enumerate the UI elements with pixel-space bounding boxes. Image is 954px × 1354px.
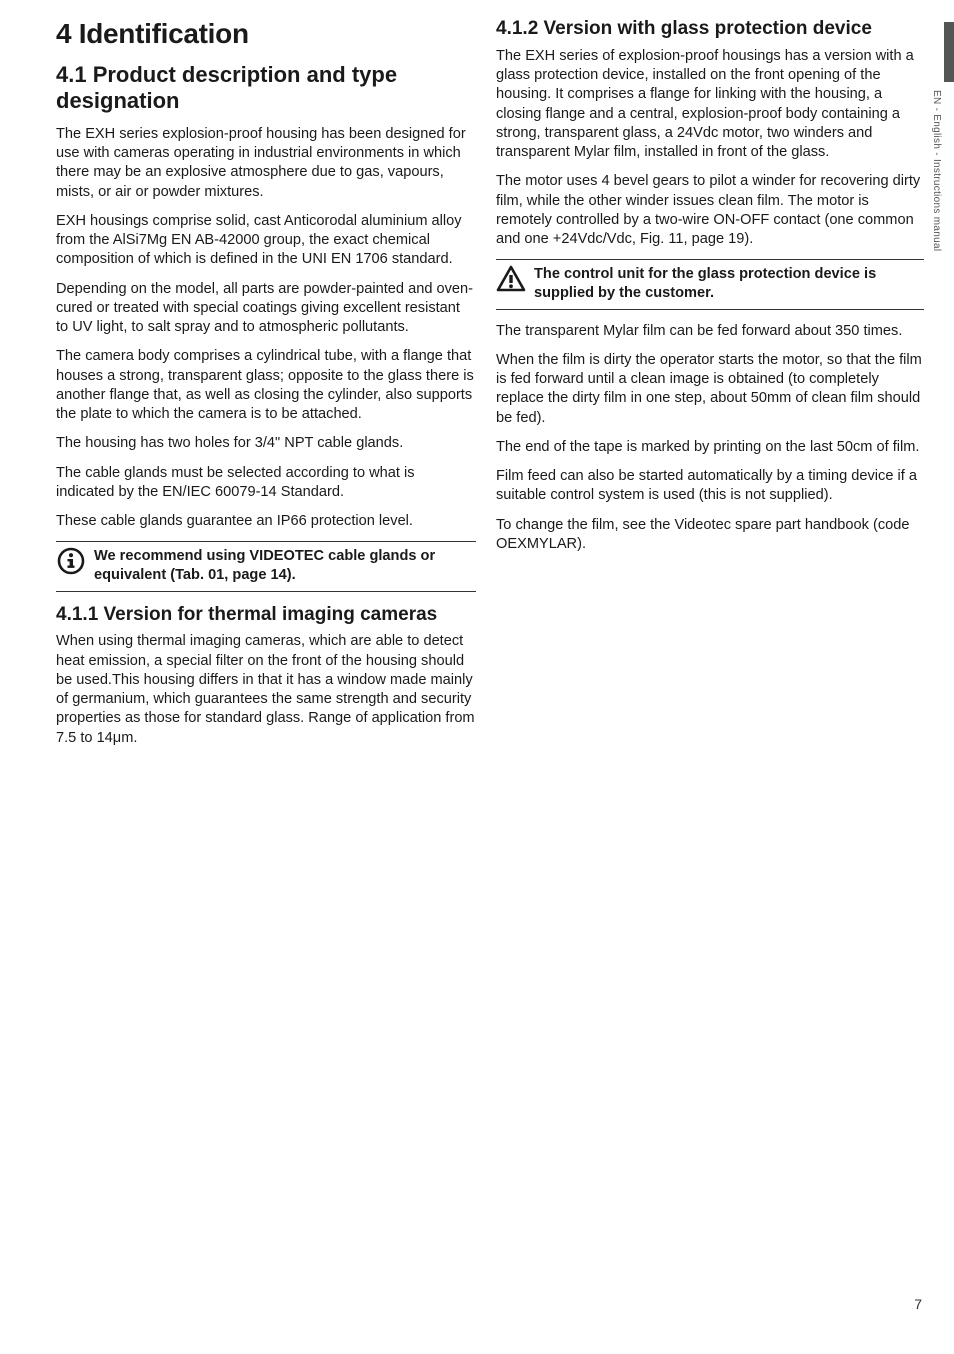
- body-text: The camera body comprises a cylindrical …: [56, 347, 476, 424]
- body-text: The housing has two holes for 3/4" NPT c…: [56, 434, 476, 453]
- warning-note: The control unit for the glass protectio…: [496, 259, 924, 309]
- subsection-title: 4.1.1 Version for thermal imaging camera…: [56, 604, 476, 627]
- left-column: 4 Identification 4.1 Product description…: [56, 18, 476, 758]
- chapter-title: 4 Identification: [56, 18, 476, 50]
- info-icon: [56, 546, 86, 576]
- body-text: The end of the tape is marked by printin…: [496, 438, 924, 457]
- page-content: 4 Identification 4.1 Product description…: [0, 0, 954, 758]
- body-text: Depending on the model, all parts are po…: [56, 280, 476, 338]
- body-text: The transparent Mylar film can be fed fo…: [496, 322, 924, 341]
- body-text: The EXH series explosion-proof housing h…: [56, 125, 476, 202]
- subsection-title: 4.1.2 Version with glass protection devi…: [496, 18, 924, 41]
- body-text: The motor uses 4 bevel gears to pilot a …: [496, 172, 924, 249]
- side-language-label: EN - English - Instructions manual: [931, 90, 942, 251]
- note-text: The control unit for the glass protectio…: [534, 264, 924, 302]
- body-text: To change the film, see the Videotec spa…: [496, 516, 924, 555]
- body-text: EXH housings comprise solid, cast Antico…: [56, 212, 476, 270]
- body-text: The EXH series of explosion-proof housin…: [496, 47, 924, 163]
- body-text: When using thermal imaging cameras, whic…: [56, 632, 476, 748]
- info-note: We recommend using VIDEOTEC cable glands…: [56, 541, 476, 591]
- section-title: 4.1 Product description and type designa…: [56, 62, 476, 115]
- body-text: Film feed can also be started automatica…: [496, 467, 924, 506]
- body-text: These cable glands guarantee an IP66 pro…: [56, 512, 476, 531]
- page-number: 7: [914, 1296, 922, 1312]
- note-text: We recommend using VIDEOTEC cable glands…: [94, 546, 476, 584]
- right-column: 4.1.2 Version with glass protection devi…: [496, 18, 924, 758]
- body-text: The cable glands must be selected accord…: [56, 464, 476, 503]
- warning-icon: [496, 264, 526, 294]
- side-marker: [944, 22, 954, 82]
- body-text: When the film is dirty the operator star…: [496, 351, 924, 428]
